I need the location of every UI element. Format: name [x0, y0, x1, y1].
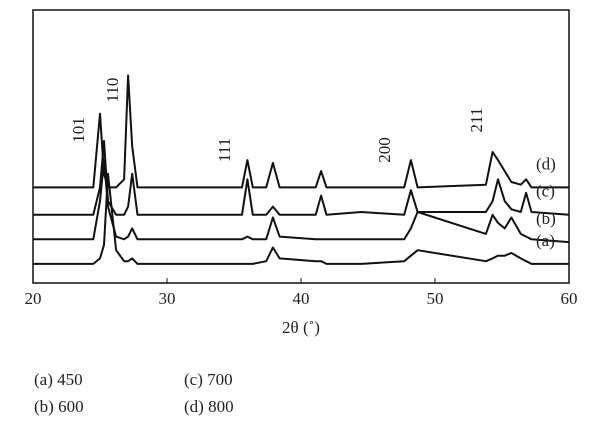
series-label: (d)	[536, 154, 556, 173]
series-line	[33, 172, 569, 265]
peak-label: 111	[215, 138, 234, 162]
plot-frame	[32, 9, 570, 284]
legend-note: (d) 800	[184, 397, 234, 416]
peak-label: 211	[467, 108, 486, 133]
x-tick-label: 40	[293, 289, 310, 308]
peak-label: 110	[103, 78, 122, 103]
x-tick-label: 20	[25, 289, 42, 308]
x-tick-label: 60	[561, 289, 578, 308]
x-axis-label: 2θ (˚)	[282, 318, 320, 337]
peak-label: 101	[69, 117, 88, 143]
x-tick-label: 30	[159, 289, 176, 308]
legend-note: (b) 600	[34, 397, 84, 416]
peak-label: 200	[375, 137, 394, 163]
series-label: (b)	[536, 209, 556, 228]
series-line	[33, 74, 569, 189]
x-tick-label: 50	[427, 289, 444, 308]
legend-note: (c) 700	[184, 370, 233, 389]
series-line	[33, 140, 570, 216]
series-line	[33, 159, 570, 244]
legend-note: (a) 450	[34, 370, 83, 389]
series-label: (c)	[536, 182, 555, 201]
series-label: (a)	[536, 231, 555, 250]
